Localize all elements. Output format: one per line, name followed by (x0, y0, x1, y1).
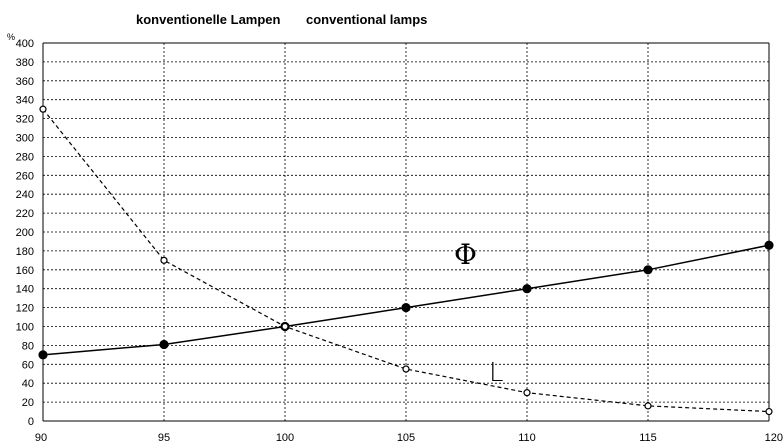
y-tick-label: 360 (16, 76, 34, 88)
y-tick-label: 60 (22, 359, 34, 371)
y-tick-label: 0 (28, 416, 34, 428)
data-point-1 (281, 322, 289, 331)
data-point-0 (764, 240, 774, 250)
x-tick-label: 105 (397, 432, 415, 444)
data-point-1 (160, 256, 168, 264)
y-tick-label: 140 (16, 284, 34, 296)
x-tick-label: 115 (639, 432, 657, 444)
chart-title: konventionelle Lampen (136, 12, 281, 27)
y-tick-label: 20 (22, 397, 34, 409)
y-tick-label: 380 (16, 57, 34, 69)
y-tick-label: 400 (16, 38, 34, 50)
data-point-1 (765, 407, 773, 416)
y-tick-label: 180 (16, 246, 34, 258)
data-point-0 (159, 339, 169, 350)
grid (42, 42, 770, 422)
y-tick-label: 40 (22, 378, 34, 390)
y-tick-label: 300 (16, 133, 34, 145)
y-tick-label: 160 (16, 265, 34, 277)
data-point-0 (38, 350, 48, 360)
y-tick-label: 220 (16, 208, 34, 220)
chart-subtitle: conventional lamps (306, 12, 427, 27)
y-tick-label: 100 (16, 322, 34, 334)
data-point-1 (523, 389, 531, 397)
y-tick-label: 340 (16, 95, 34, 107)
data-point-0 (643, 265, 653, 275)
y-tick-label: 320 (16, 114, 34, 126)
y-tick-label: 260 (16, 170, 34, 182)
data-point-0 (522, 284, 532, 294)
x-tick-label: 95 (158, 432, 170, 444)
data-point-1 (39, 105, 47, 113)
x-tick-label: 120 (765, 432, 783, 444)
y-tick-label: 80 (22, 340, 34, 352)
data-point-1 (402, 365, 410, 373)
series-label-phi: Φ (454, 238, 477, 271)
data-point-1 (644, 402, 652, 410)
y-tick-label: 240 (16, 189, 34, 201)
series-label-l: L (489, 358, 504, 388)
x-tick-label: 90 (35, 432, 47, 444)
y-tick-label: 120 (16, 303, 34, 315)
y-tick-label: 200 (16, 227, 34, 239)
x-tick-label: 100 (276, 432, 294, 444)
y-axis-unit: % (7, 32, 15, 42)
data-point-0 (401, 303, 411, 313)
x-tick-label: 110 (518, 432, 536, 444)
y-tick-label: 280 (16, 151, 34, 163)
series-layer (38, 105, 774, 416)
axis-tick-labels: 0 20 40 60 80 100 120 140 160 180 200 220 240 260 280 3… (16, 38, 783, 444)
